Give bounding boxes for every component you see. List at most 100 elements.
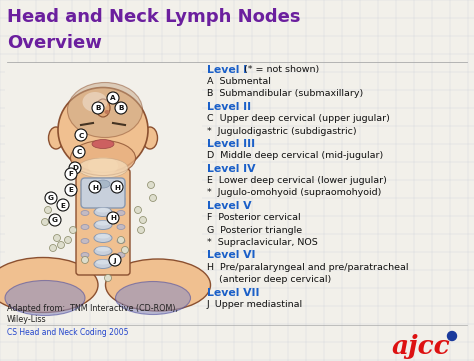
Circle shape: [121, 247, 128, 253]
Text: D: D: [72, 165, 78, 171]
Text: G: G: [52, 217, 58, 223]
Text: B: B: [95, 105, 101, 112]
Ellipse shape: [143, 127, 157, 149]
Text: Adapted from:  TNM Interactive (CD-ROM),: Adapted from: TNM Interactive (CD-ROM),: [7, 304, 178, 313]
FancyBboxPatch shape: [76, 169, 130, 275]
Ellipse shape: [96, 208, 110, 213]
Text: Level IV: Level IV: [207, 164, 255, 174]
Circle shape: [139, 217, 146, 223]
Text: Level VI: Level VI: [207, 251, 255, 261]
Ellipse shape: [81, 183, 89, 187]
Ellipse shape: [94, 260, 112, 269]
Circle shape: [45, 192, 57, 204]
Circle shape: [45, 206, 52, 213]
Text: E: E: [61, 203, 65, 209]
Ellipse shape: [81, 210, 89, 216]
FancyBboxPatch shape: [81, 178, 125, 208]
Circle shape: [118, 236, 125, 244]
Text: *  Supraclavicular, NOS: * Supraclavicular, NOS: [207, 238, 318, 247]
Circle shape: [49, 214, 61, 226]
Text: F  Posterior cervical: F Posterior cervical: [207, 213, 301, 222]
Circle shape: [107, 92, 119, 104]
Ellipse shape: [88, 157, 118, 175]
Text: H: H: [110, 216, 116, 222]
Circle shape: [104, 274, 111, 282]
Circle shape: [92, 102, 104, 114]
Ellipse shape: [96, 180, 110, 188]
Ellipse shape: [92, 139, 114, 148]
Ellipse shape: [97, 110, 101, 114]
Text: G: G: [48, 196, 54, 201]
Ellipse shape: [81, 252, 89, 257]
Text: H: H: [114, 184, 120, 191]
Ellipse shape: [117, 252, 125, 257]
Circle shape: [89, 181, 101, 193]
Text: A  Submental: A Submental: [207, 77, 271, 86]
Text: Overview: Overview: [7, 34, 102, 52]
Ellipse shape: [71, 140, 136, 175]
Text: E: E: [69, 187, 73, 193]
Circle shape: [115, 102, 127, 114]
Ellipse shape: [58, 87, 148, 173]
Ellipse shape: [81, 225, 89, 230]
Circle shape: [111, 181, 123, 193]
Ellipse shape: [81, 239, 89, 244]
Ellipse shape: [5, 280, 85, 316]
Circle shape: [49, 244, 56, 252]
Circle shape: [70, 226, 76, 234]
Ellipse shape: [0, 257, 98, 313]
Circle shape: [149, 195, 156, 201]
Circle shape: [82, 257, 89, 264]
Text: *  Jugulo-omohyoid (supraomohyoid): * Jugulo-omohyoid (supraomohyoid): [207, 188, 382, 197]
Text: F: F: [69, 171, 73, 178]
Text: (* = not shown): (* = not shown): [238, 65, 320, 74]
Circle shape: [107, 212, 119, 224]
Text: Level V: Level V: [207, 201, 252, 211]
Ellipse shape: [94, 221, 112, 230]
Ellipse shape: [94, 208, 112, 217]
Text: H: H: [92, 184, 98, 191]
Ellipse shape: [117, 210, 125, 216]
Ellipse shape: [104, 110, 109, 114]
Ellipse shape: [117, 225, 125, 230]
Circle shape: [147, 182, 155, 188]
Ellipse shape: [96, 234, 110, 239]
Text: B  Submandibular (submaxillary): B Submandibular (submaxillary): [207, 90, 363, 99]
Circle shape: [137, 226, 145, 234]
Text: *  Jugulodigastric (subdigastric): * Jugulodigastric (subdigastric): [207, 126, 356, 135]
Circle shape: [65, 168, 77, 180]
Circle shape: [42, 218, 48, 226]
Ellipse shape: [117, 183, 125, 187]
Circle shape: [65, 184, 77, 196]
Text: Level II: Level II: [207, 102, 251, 112]
Ellipse shape: [106, 259, 210, 311]
Text: Head and Neck Lymph Nodes: Head and Neck Lymph Nodes: [7, 8, 301, 26]
Text: CS Head and Neck Coding 2005: CS Head and Neck Coding 2005: [7, 328, 128, 337]
Circle shape: [57, 199, 69, 211]
Text: B: B: [118, 105, 124, 112]
Ellipse shape: [94, 234, 112, 243]
Text: J: J: [114, 257, 116, 264]
Text: J  Upper mediastinal: J Upper mediastinal: [207, 300, 303, 309]
Ellipse shape: [96, 260, 110, 265]
Circle shape: [54, 235, 61, 242]
Circle shape: [57, 242, 64, 248]
Circle shape: [75, 129, 87, 141]
Text: Level VII: Level VII: [207, 288, 259, 297]
Circle shape: [69, 162, 81, 174]
Text: A: A: [110, 96, 116, 101]
Text: D  Middle deep cervical (mid-jugular): D Middle deep cervical (mid-jugular): [207, 151, 383, 160]
Text: C  Upper deep cervical (upper jugular): C Upper deep cervical (upper jugular): [207, 114, 390, 123]
Text: C: C: [76, 149, 82, 156]
Text: Wiley-Liss: Wiley-Liss: [7, 315, 46, 324]
Text: H  Pre/paralaryngeal and pre/paratracheal: H Pre/paralaryngeal and pre/paratracheal: [207, 263, 409, 272]
Ellipse shape: [116, 282, 191, 314]
Circle shape: [64, 236, 72, 244]
Circle shape: [447, 331, 456, 340]
Ellipse shape: [94, 247, 112, 256]
Ellipse shape: [78, 158, 128, 178]
Ellipse shape: [96, 99, 110, 117]
Ellipse shape: [117, 196, 125, 201]
Circle shape: [73, 146, 85, 158]
Circle shape: [135, 206, 142, 213]
